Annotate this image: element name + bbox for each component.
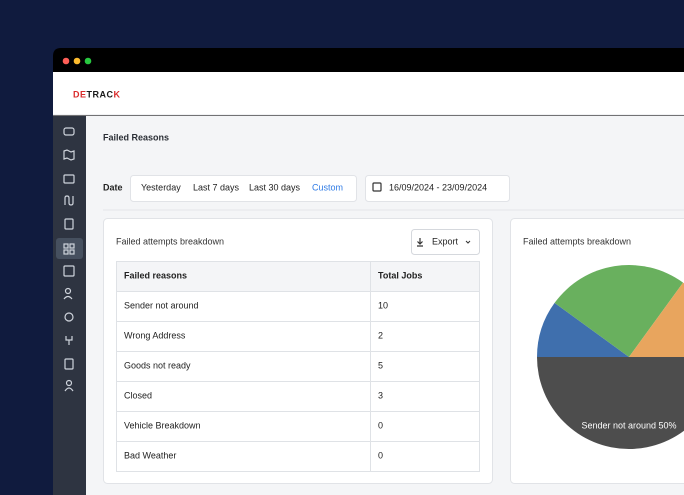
table-cell: Wrong Address (124, 330, 186, 340)
table-row (116, 441, 480, 472)
date-option[interactable]: Last 30 days (249, 182, 301, 192)
export-caret (465, 240, 471, 244)
date-option[interactable]: Yesterday (141, 182, 181, 192)
logo[interactable]: DETRACK (73, 89, 121, 99)
slice-label: Sender not around 50% (581, 420, 676, 430)
table-header-bg (116, 261, 480, 292)
export-button[interactable] (411, 229, 480, 255)
table-cell: Goods not ready (124, 360, 191, 370)
table-cell: Sender not around (124, 300, 199, 310)
export-label[interactable]: Export (432, 236, 459, 246)
table-cell: 2 (378, 330, 383, 340)
app-header (53, 72, 684, 115)
table-cell: 3 (378, 390, 383, 400)
calendar-icon (372, 182, 382, 192)
export-icon (417, 238, 423, 247)
pie-slice (629, 282, 684, 357)
table-row (116, 381, 480, 412)
table-cell: Bad Weather (124, 450, 176, 460)
table-row (116, 351, 480, 382)
date-option[interactable]: Last 7 days (193, 182, 240, 192)
page-title: Failed Reasons (103, 132, 169, 142)
table-cell: 0 (378, 450, 383, 460)
nav-icons[interactable] (63, 127, 75, 392)
date-option[interactable]: Custom (312, 182, 343, 192)
table-cell: Closed (124, 390, 152, 400)
maximize-dot[interactable] (84, 57, 92, 65)
pie-slice (537, 302, 629, 357)
column-header: Total Jobs (378, 270, 422, 280)
table-cell: 0 (378, 420, 383, 430)
card-title: Failed attempts breakdown (523, 236, 631, 246)
date-range[interactable]: 16/09/2024 - 23/09/2024 (389, 182, 487, 192)
date-range-box[interactable] (365, 175, 510, 202)
table-cell: 10 (378, 300, 388, 310)
date-filter (130, 175, 357, 202)
column-header: Failed reasons (124, 270, 187, 280)
table-row (116, 411, 480, 442)
minimize-dot[interactable] (73, 57, 81, 65)
table-cell: 5 (378, 360, 383, 370)
close-dot[interactable] (62, 57, 70, 65)
date-label: Date (103, 182, 123, 192)
table-row (116, 291, 480, 322)
table-row (116, 321, 480, 352)
pie-slice (537, 357, 684, 449)
pie-slice (554, 265, 684, 357)
card-title: Failed attempts breakdown (116, 236, 224, 246)
sidebar (53, 116, 86, 495)
table-cell: Vehicle Breakdown (124, 420, 201, 430)
